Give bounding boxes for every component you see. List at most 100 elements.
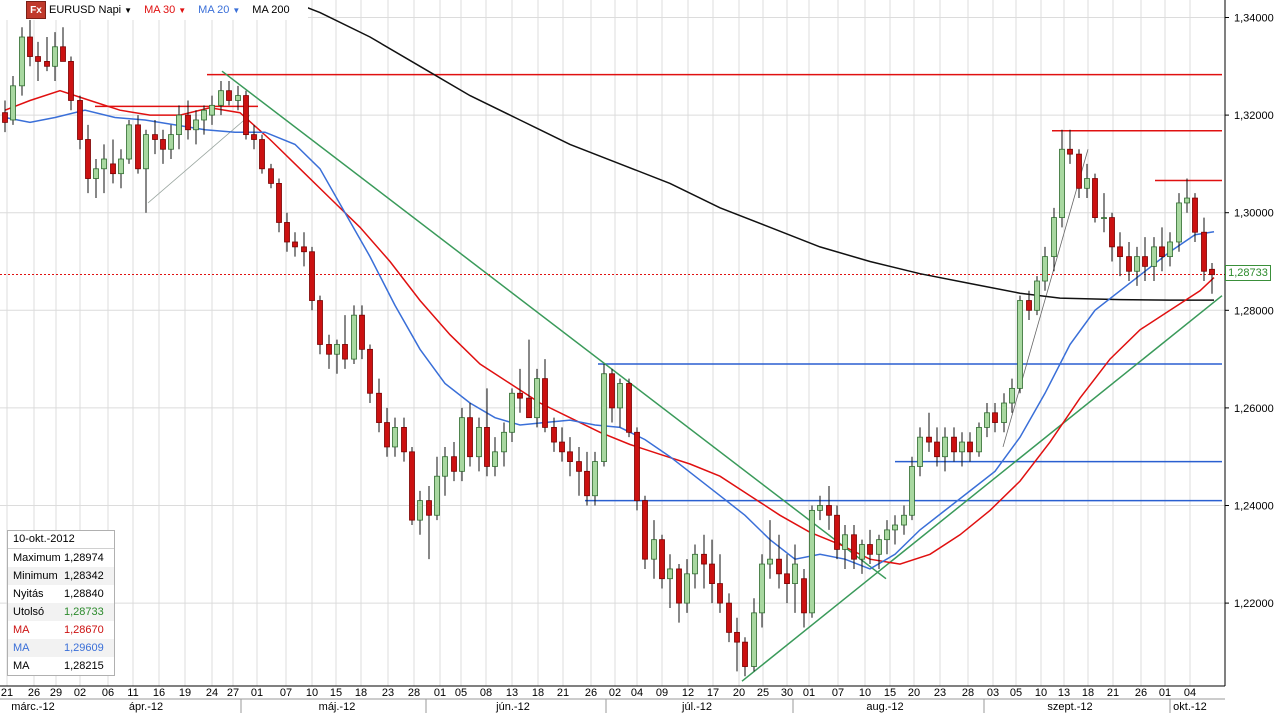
- candle: [1201, 217, 1207, 282]
- candle: [301, 232, 307, 267]
- x-tick-label: 10: [306, 687, 318, 699]
- ma30-indicator[interactable]: MA 30 ▼: [144, 4, 186, 16]
- candle-body: [218, 90, 224, 106]
- candle: [901, 505, 907, 535]
- candle-body: [384, 422, 390, 448]
- x-tick-label: 25: [757, 687, 769, 699]
- row-label: Utolsó: [13, 606, 45, 618]
- candle: [292, 232, 298, 257]
- candle-body: [492, 451, 498, 467]
- candle-body: [867, 544, 873, 555]
- candle-body: [317, 300, 323, 345]
- candle: [334, 339, 340, 374]
- candle: [859, 539, 865, 574]
- candle: [27, 17, 33, 67]
- x-tick-label: 23: [382, 687, 394, 699]
- candle: [110, 139, 116, 184]
- candle: [152, 119, 158, 155]
- candle-body: [1092, 178, 1098, 218]
- candle-body: [1134, 256, 1140, 272]
- candle: [1042, 246, 1048, 291]
- month-label: ápr.-12: [129, 701, 163, 713]
- x-tick-label: 10: [859, 687, 871, 699]
- candle: [1184, 178, 1190, 213]
- candle: [426, 485, 432, 560]
- candle-body: [984, 412, 990, 428]
- candle-body: [1034, 280, 1040, 311]
- candle-body: [917, 436, 923, 467]
- ma20-line: [4, 109, 1215, 570]
- month-label: máj.-12: [319, 701, 356, 713]
- candle: [709, 539, 715, 604]
- candle: [909, 456, 915, 521]
- data-window-date: 10-okt.-2012: [8, 531, 114, 549]
- candle: [284, 212, 290, 252]
- candle-body: [559, 441, 565, 453]
- candle: [867, 529, 873, 565]
- candle-body: [334, 344, 340, 355]
- x-tick-label: 07: [280, 687, 292, 699]
- candle-body: [467, 417, 473, 458]
- candle-body: [784, 573, 790, 584]
- candle: [1076, 149, 1082, 199]
- fan-line: [1002, 149, 1089, 448]
- x-tick-label: 28: [408, 687, 420, 699]
- x-tick-label: 30: [781, 687, 793, 699]
- candle: [692, 544, 698, 589]
- symbol-selector[interactable]: EURUSD Napi ▼: [49, 4, 132, 16]
- candle-body: [1184, 197, 1190, 204]
- candle: [626, 378, 632, 438]
- candle: [193, 110, 199, 145]
- candle-body: [809, 509, 815, 614]
- candle: [143, 129, 149, 213]
- candle-body: [851, 534, 857, 560]
- candle: [642, 495, 648, 569]
- candle: [801, 568, 807, 628]
- y-tick-label: 1,34000: [1234, 13, 1274, 25]
- x-tick-label: 29: [50, 687, 62, 699]
- candle: [617, 378, 623, 428]
- data-window-row: Minimum 1,28342: [8, 567, 114, 585]
- candle-body: [667, 568, 673, 580]
- candle: [1009, 378, 1015, 413]
- candle-body: [1176, 202, 1182, 243]
- data-window: 10-okt.-2012 Maximum 1,28974 Minimum 1,2834…: [7, 530, 115, 676]
- candle: [60, 27, 66, 62]
- candle-body: [44, 61, 50, 67]
- x-tick-label: 21: [1, 687, 13, 699]
- candle-body: [592, 461, 598, 497]
- candle: [651, 520, 657, 579]
- candle-body: [892, 524, 898, 531]
- candle-body: [77, 100, 83, 140]
- x-tick-label: 01: [1159, 687, 1171, 699]
- ma200-indicator[interactable]: MA 200: [252, 4, 289, 16]
- candle: [717, 554, 723, 613]
- candle-body: [876, 539, 882, 555]
- candle: [1051, 207, 1057, 272]
- ma20-indicator[interactable]: MA 20 ▼: [198, 4, 240, 16]
- x-tick-label: 16: [153, 687, 165, 699]
- candle: [68, 56, 74, 111]
- candle-body: [143, 134, 149, 170]
- ma20-label: MA 20: [198, 4, 230, 16]
- candle-body: [776, 558, 782, 575]
- x-tick-label: 03: [987, 687, 999, 699]
- candle-body: [509, 392, 515, 433]
- x-tick-label: 05: [1010, 687, 1022, 699]
- candle: [326, 334, 332, 369]
- candle-body: [392, 427, 398, 448]
- candle: [792, 544, 798, 613]
- candle-body: [967, 441, 973, 453]
- candle-body: [1084, 178, 1090, 189]
- candle-body: [1076, 153, 1082, 189]
- row-label: Nyitás: [13, 588, 44, 600]
- x-tick-label: 26: [585, 687, 597, 699]
- candle: [10, 76, 16, 125]
- candle-body: [1209, 268, 1215, 276]
- candle: [35, 41, 41, 81]
- candle: [176, 105, 182, 150]
- candle-body: [1126, 256, 1132, 272]
- x-tick-label: 08: [480, 687, 492, 699]
- candle: [1126, 241, 1132, 282]
